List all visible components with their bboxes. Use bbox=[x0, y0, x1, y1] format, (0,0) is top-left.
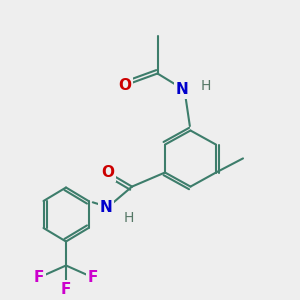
Text: N: N bbox=[176, 82, 188, 98]
Text: F: F bbox=[34, 270, 44, 285]
Text: O: O bbox=[118, 78, 131, 93]
Text: H: H bbox=[200, 79, 211, 92]
Text: F: F bbox=[88, 270, 98, 285]
Text: O: O bbox=[101, 165, 115, 180]
Text: H: H bbox=[124, 211, 134, 224]
Text: F: F bbox=[61, 282, 71, 297]
Text: N: N bbox=[99, 200, 112, 214]
